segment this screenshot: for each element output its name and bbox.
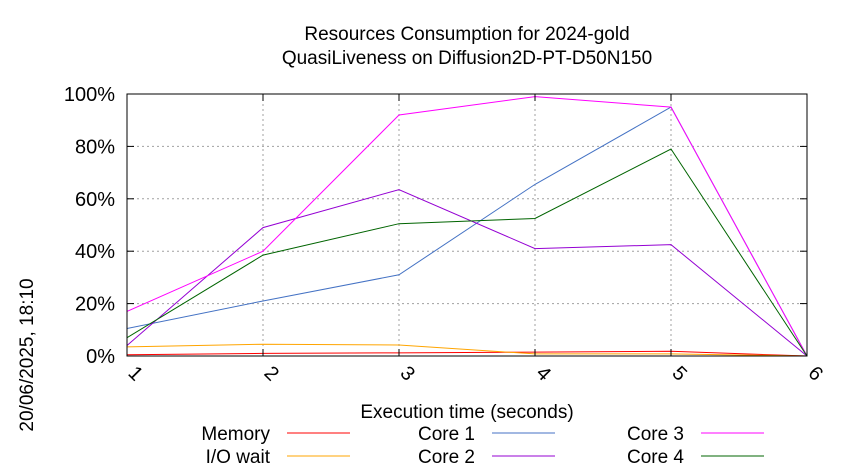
x-tick-label: 6 bbox=[804, 362, 827, 385]
y-tick-label: 80% bbox=[75, 136, 115, 158]
series-line-core-4 bbox=[126, 148, 808, 357]
x-tick-label: 4 bbox=[532, 362, 555, 385]
x-tick-label: 3 bbox=[396, 362, 419, 385]
y-axis-ticks: 0% 20% 40% 60% 80% 100% bbox=[64, 84, 807, 368]
legend-label-core-4: Core 4 bbox=[627, 447, 684, 468]
y-tick-label: 100% bbox=[64, 84, 115, 106]
x-tick-label: 2 bbox=[260, 362, 283, 385]
chart-title: Resources Consumption for 2024-gold bbox=[304, 24, 629, 45]
grid-lines bbox=[127, 94, 807, 356]
legend-label-core-1: Core 1 bbox=[418, 424, 475, 445]
legend-label-i-o-wait: I/O wait bbox=[206, 447, 271, 468]
x-axis-label: Execution time (seconds) bbox=[360, 402, 573, 423]
y-tick-label: 0% bbox=[86, 346, 115, 368]
series-line-core-1 bbox=[126, 106, 808, 357]
legend-label-core-3: Core 3 bbox=[627, 424, 684, 445]
plot-frame bbox=[126, 93, 808, 357]
series-line-core-3 bbox=[126, 96, 808, 357]
x-tick-label: 1 bbox=[124, 362, 147, 385]
x-axis-ticks: 1 2 3 4 5 6 bbox=[124, 94, 827, 385]
y-tick-label: 20% bbox=[75, 294, 115, 316]
chart-subtitle: QuasiLiveness on Diffusion2D-PT-D50N150 bbox=[282, 48, 652, 69]
legend-label-memory: Memory bbox=[201, 424, 270, 445]
timestamp: 20/06/2025, 18:10 bbox=[17, 278, 38, 431]
legend-label-core-2: Core 2 bbox=[418, 447, 475, 468]
series-lines bbox=[126, 96, 808, 357]
series-line-i-o-wait bbox=[126, 343, 808, 357]
series-line-memory bbox=[126, 350, 808, 357]
series-line-core-2 bbox=[126, 189, 808, 357]
y-tick-label: 40% bbox=[75, 241, 115, 263]
x-tick-label: 5 bbox=[668, 362, 691, 385]
y-tick-label: 60% bbox=[75, 189, 115, 211]
